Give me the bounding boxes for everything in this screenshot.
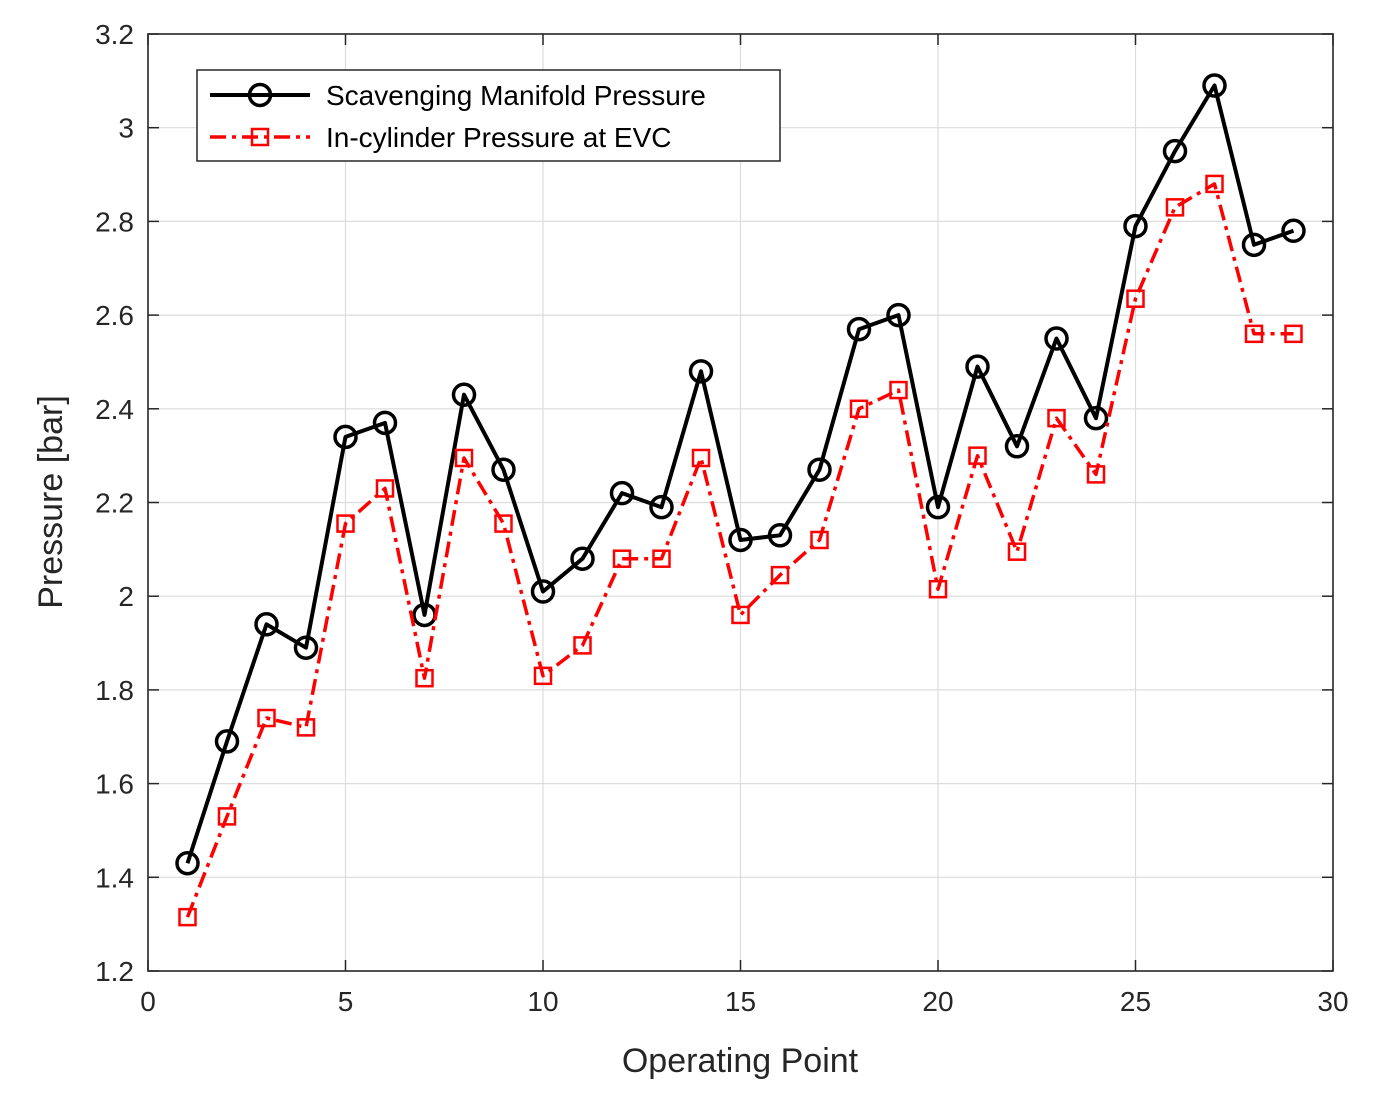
data-point-incylinder [217,807,237,826]
x-tick-labels: 0 5 10 15 20 25 30 [140,986,1348,1017]
legend-marker-scavenging [247,82,273,108]
data-point-incylinder [257,708,276,728]
y-tick-label: 1.2 [95,956,134,987]
x-tick-label: 15 [725,986,756,1017]
series-layer [175,73,1306,927]
x-axis-title: Operating Point [622,1042,859,1080]
data-point-incylinder [1047,408,1066,428]
data-point-incylinder [770,565,790,585]
data-point-scavenging [846,316,872,342]
y-tick-label: 1.4 [95,862,134,893]
data-point-scavenging [1083,405,1109,431]
y-tick-label: 2.8 [95,206,134,237]
data-point-scavenging [570,546,595,571]
data-point-incylinder [810,530,829,550]
data-point-scavenging [1202,73,1227,98]
data-point-scavenging [1241,232,1267,258]
data-point-incylinder [454,448,474,468]
data-point-incylinder [1244,324,1264,344]
legend-label-scavenging: Scavenging Manifold Pressure [326,80,706,111]
data-point-incylinder [968,446,987,465]
series-line-0 [185,83,1295,864]
data-point-scavenging [293,635,319,660]
data-point-incylinder [573,636,592,655]
data-point-scavenging [1044,326,1069,351]
data-point-incylinder [375,479,395,498]
data-point-scavenging [372,410,398,436]
data-point-scavenging [965,354,990,379]
data-point-scavenging [254,612,279,637]
data-point-scavenging [609,480,635,506]
x-tick-label: 0 [140,986,156,1017]
data-point-incylinder [1086,465,1106,484]
data-point-scavenging [688,359,714,384]
data-point-incylinder [1205,174,1224,194]
data-point-incylinder [652,549,671,568]
y-tick-label: 3 [118,113,134,144]
data-point-incylinder [849,399,869,419]
data-point-scavenging [807,457,832,482]
data-point-incylinder [612,549,632,568]
data-point-scavenging [1162,138,1188,164]
data-point-scavenging [333,424,358,450]
y-tick-label: 2 [118,581,134,612]
x-tick-label: 5 [338,986,354,1017]
y-axis-title: Pressure [bar] [32,395,70,609]
x-tick-label: 25 [1120,986,1151,1017]
data-point-scavenging [1281,218,1306,244]
data-point-incylinder [889,380,908,400]
data-point-scavenging [491,457,516,482]
data-point-scavenging [728,527,753,553]
data-point-scavenging [175,850,200,876]
data-point-incylinder [415,668,434,688]
data-point-incylinder [296,718,316,737]
y-tick-label: 1.8 [95,675,134,706]
data-point-incylinder [1007,542,1027,561]
legend-box [196,69,781,162]
data-point-incylinder [494,514,513,533]
data-point-scavenging [1123,213,1148,239]
y-tick-label: 2.2 [95,488,134,519]
data-point-incylinder [928,579,948,599]
data-point-scavenging [767,523,793,548]
y-tick-labels: 1.2 1.4 1.6 1.8 2 2.2 2.4 2.6 2.8 3 3.2 [95,19,134,987]
data-point-scavenging [451,382,477,407]
axis-ticks [147,33,1334,972]
legend-label-incylinder: In-cylinder Pressure at EVC [326,122,671,153]
y-tick-label: 2.6 [95,300,134,331]
y-tick-label: 3.2 [95,19,134,50]
series-line-1 [185,182,1294,918]
data-point-scavenging [1004,434,1030,459]
legend: Scavenging Manifold Pressure In-cylinder… [196,69,781,162]
data-point-incylinder [691,448,711,468]
data-point-incylinder [1284,324,1303,344]
x-tick-label: 20 [922,986,953,1017]
data-point-scavenging [214,729,240,754]
data-point-incylinder [178,907,197,927]
data-point-incylinder [731,605,750,625]
y-tick-label: 1.6 [95,769,134,800]
data-point-incylinder [1126,289,1145,308]
data-point-scavenging [649,494,674,520]
data-point-incylinder [336,514,355,533]
data-point-scavenging [886,302,911,328]
data-point-scavenging [925,494,951,520]
x-tick-label: 10 [527,986,558,1017]
data-point-incylinder [1165,198,1185,217]
y-tick-label: 2.4 [95,394,134,425]
data-point-scavenging [530,579,556,604]
data-point-incylinder [533,666,553,686]
legend-marker-incylinder [250,127,270,147]
x-tick-label: 30 [1317,986,1348,1017]
